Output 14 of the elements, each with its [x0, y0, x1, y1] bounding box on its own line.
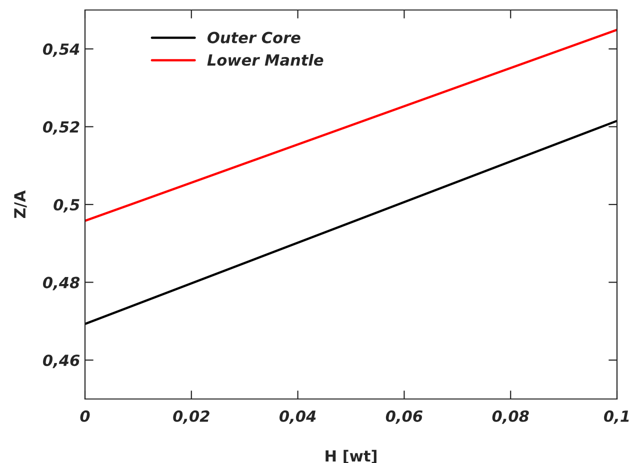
y-tick-label: 0,5 [54, 198, 80, 212]
legend-label: Lower Mantle [207, 54, 324, 66]
y-axis-title: Z/A [14, 190, 27, 218]
y-tick-label: 0,46 [42, 354, 80, 368]
legend-label: Outer Core [208, 32, 300, 44]
y-tick-label: 0,48 [42, 276, 80, 290]
x-tick-label: 0,02 [173, 410, 210, 424]
x-tick-label: 0,08 [492, 410, 529, 424]
x-tick-label: 0,1 [604, 410, 629, 424]
x-tick-label: 0,04 [280, 410, 316, 424]
x-tick-label: 0 [80, 410, 90, 422]
x-tick-label: 0,06 [386, 410, 423, 424]
y-tick-label: 0,54 [42, 43, 80, 57]
y-tick-label: 0,52 [42, 121, 80, 135]
